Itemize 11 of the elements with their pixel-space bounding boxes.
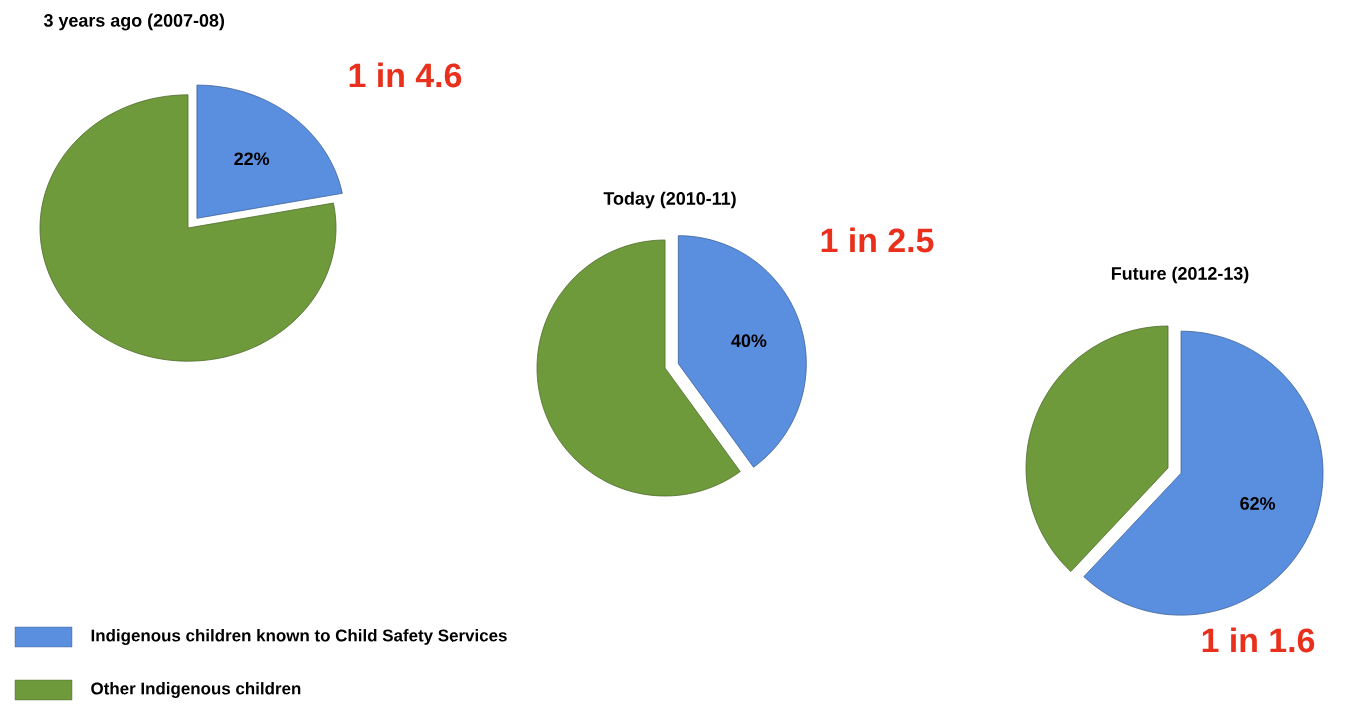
text: 1 in 4.6 — [349, 62, 462, 88]
data-label: 40% — [731, 334, 767, 348]
text: 1 in 2.5 — [821, 227, 934, 253]
chart-title: Future (2012-13) — [1111, 266, 1249, 284]
legend-label: Indigenous children known to Child Safety Services — [91, 629, 507, 645]
data-label: 22% — [234, 152, 270, 166]
text: 1 in 1.6 — [1202, 627, 1315, 653]
chart-title: 3 years ago (2007-08) — [43, 13, 225, 31]
chart-title: Today (2010-11) — [603, 191, 736, 209]
legend-label: Other Indigenous children — [91, 682, 301, 698]
data-label: 62% — [1240, 497, 1276, 510]
